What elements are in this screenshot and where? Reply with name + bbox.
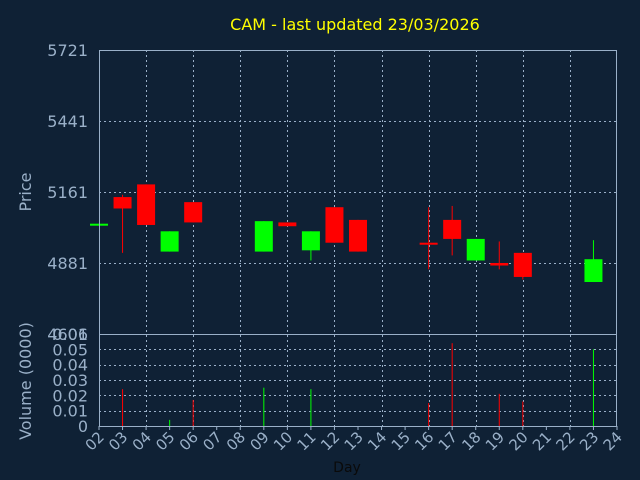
candles — [90, 184, 603, 283]
x-axis-label: Day — [333, 460, 361, 476]
x-tick-label: 19 — [482, 428, 508, 454]
volume-axis-label: Volume (0000) — [16, 322, 35, 440]
x-tick-label: 20 — [505, 428, 531, 454]
x-tick-label: 08 — [223, 428, 249, 454]
candle-body — [184, 202, 203, 223]
price-axis-label: Price — [16, 172, 35, 211]
volume-tick-label: 0.04 — [52, 356, 88, 375]
price-panel-frame — [99, 50, 617, 335]
x-tick-label: 24 — [600, 428, 626, 454]
x-tick-label: 07 — [199, 428, 225, 454]
x-tick-label: 05 — [152, 428, 178, 454]
volume-tick-label: 0.03 — [52, 371, 88, 390]
x-tick-label: 16 — [411, 428, 437, 454]
x-tick-label: 18 — [458, 428, 484, 454]
x-tick-label: 10 — [270, 428, 296, 454]
tick-labels: 5721 5441 5161 4881 46010.060.050.040.030.02… — [47, 41, 626, 454]
price-tick-label: 4881 — [47, 254, 88, 273]
x-tick-label: 04 — [129, 428, 155, 454]
x-tick-label: 14 — [364, 428, 390, 454]
volume-tick-label: 0.06 — [52, 325, 88, 344]
price-tick-label: 5721 — [47, 41, 88, 60]
candle-body — [513, 252, 532, 277]
candle-body — [113, 197, 132, 209]
candle-body — [254, 221, 273, 252]
volume-panel-frame — [99, 334, 617, 427]
volume-tick-label: 0.05 — [52, 340, 88, 359]
candle-body — [490, 263, 509, 266]
volume-bars — [122, 343, 594, 426]
volume-tick-label: 0.02 — [52, 386, 88, 405]
candle-body — [301, 231, 320, 251]
x-tick-label: 23 — [576, 428, 602, 454]
candle-body — [160, 231, 179, 252]
x-tick-label: 15 — [388, 428, 414, 454]
candle-body — [443, 219, 462, 239]
candle-body — [325, 207, 344, 243]
volume-tick-label: 0 — [78, 417, 88, 436]
x-tick-label: 13 — [341, 428, 367, 454]
chart-title: CAM - last updated 23/03/2026 — [230, 15, 480, 34]
candle-body — [278, 222, 297, 227]
price-tick-label: 5161 — [47, 183, 88, 202]
price-tick-label: 4601 — [47, 325, 88, 344]
x-tick-label: 06 — [176, 428, 202, 454]
x-tick-label: 09 — [246, 428, 272, 454]
price-tick-label: 5441 — [47, 112, 88, 131]
x-tick-label: 11 — [294, 428, 320, 454]
x-tick-label: 21 — [529, 428, 555, 454]
x-tick-label: 12 — [317, 428, 343, 454]
candle-body — [419, 242, 438, 245]
candle-body — [584, 259, 603, 283]
volume-tick-label: 0.01 — [52, 402, 88, 421]
x-tick-label: 03 — [105, 428, 131, 454]
x-tick-label: 22 — [553, 428, 579, 454]
candle-body — [466, 238, 485, 261]
candle-body — [349, 219, 367, 252]
candle-body — [137, 184, 156, 225]
x-tick-label: 17 — [435, 428, 461, 454]
